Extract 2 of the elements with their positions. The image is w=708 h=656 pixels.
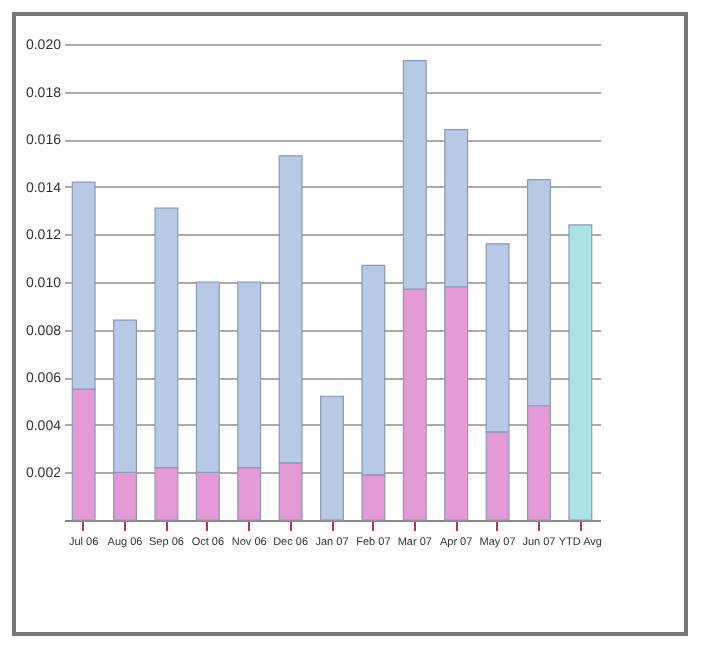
bar [320, 395, 344, 521]
bar [568, 224, 593, 521]
